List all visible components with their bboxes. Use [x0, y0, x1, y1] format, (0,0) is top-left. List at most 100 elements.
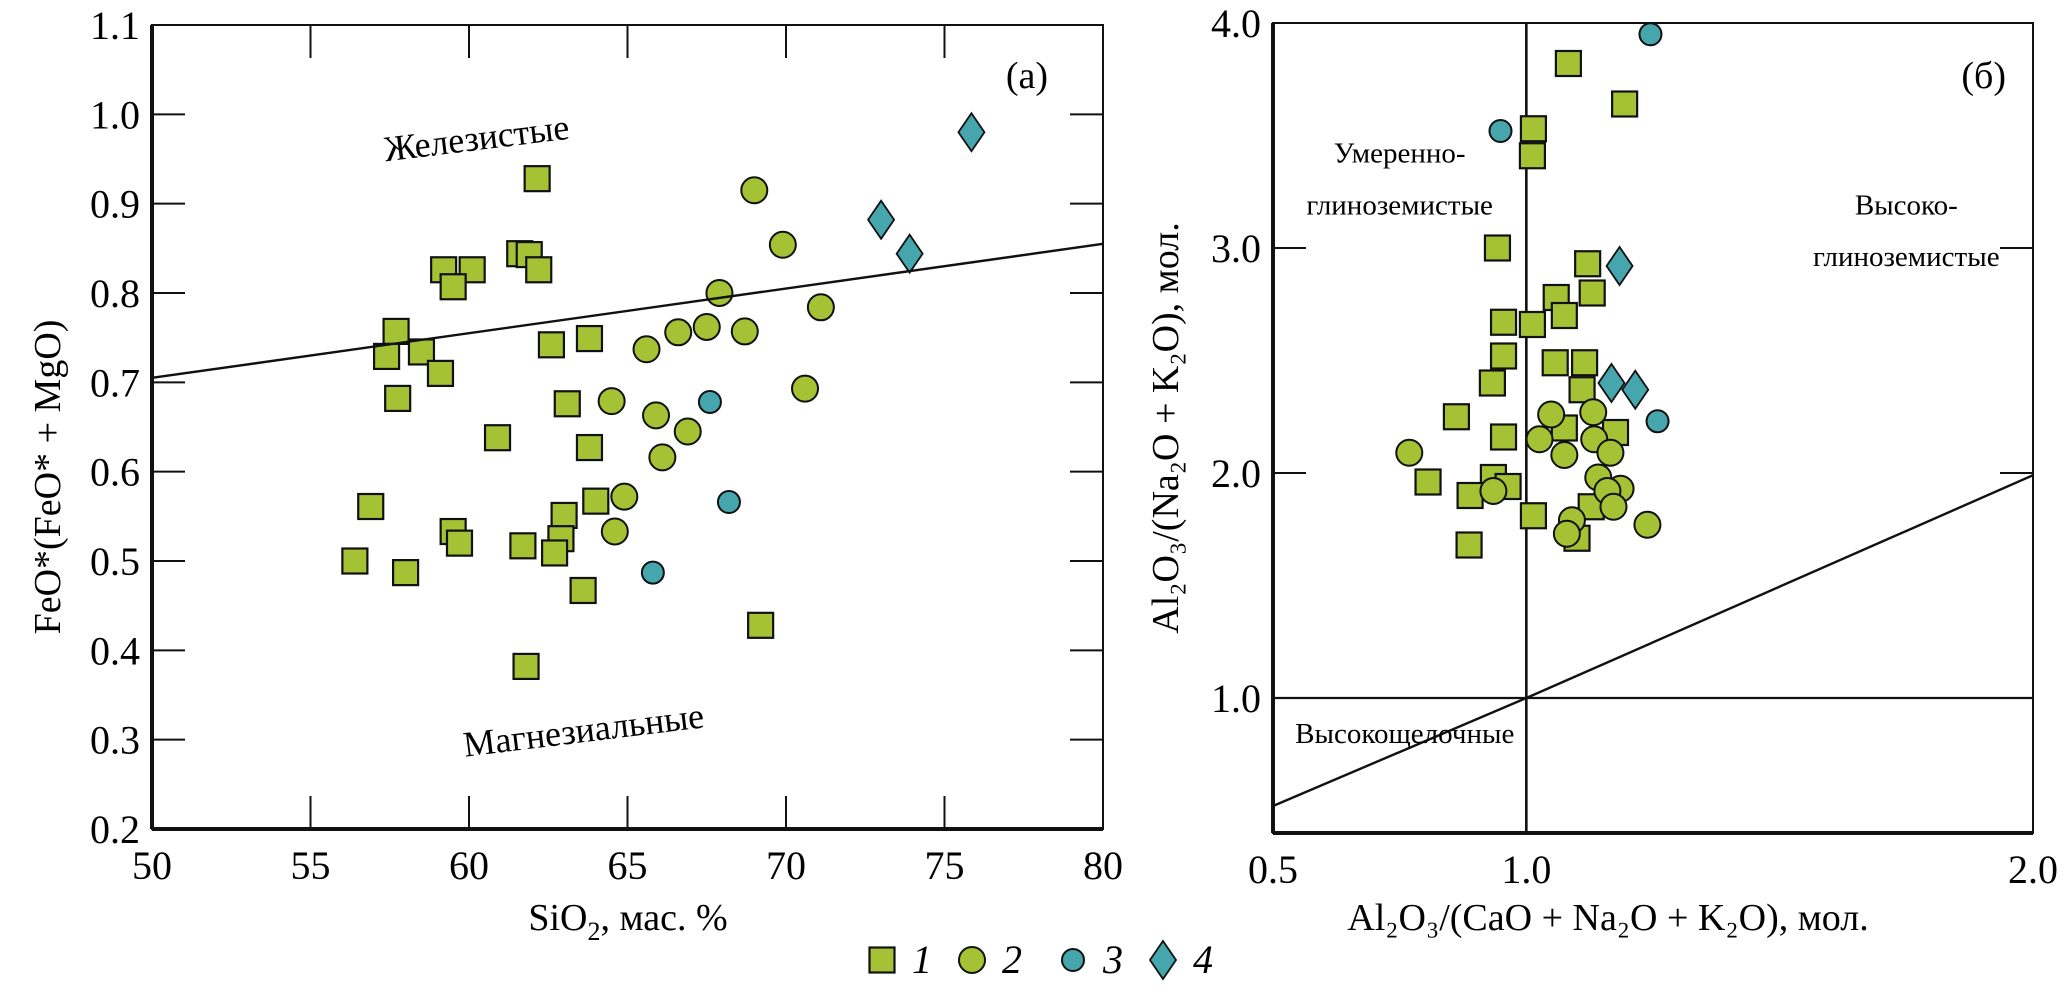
- legend-item-1: 1: [868, 937, 932, 982]
- x-tick-label: 50: [132, 843, 172, 888]
- data-point-series-1: [1456, 481, 1484, 510]
- x-tick-label: 55: [291, 843, 331, 888]
- data-point-series-2: [597, 387, 626, 416]
- data-point-series-1: [509, 532, 537, 560]
- data-point-series-4: [1605, 245, 1634, 287]
- x-tick-label: 75: [925, 843, 965, 888]
- data-point-series-1: [582, 487, 610, 515]
- data-point-series-1: [384, 384, 412, 413]
- y-tick-label: 0.4: [90, 628, 140, 673]
- chart-b-xlabel: Al₂O₃/(CaO + Na₂O + K₂O), мол.: [1347, 897, 1868, 939]
- data-point-series-1: [569, 576, 597, 605]
- data-point-series-2: [1525, 425, 1554, 454]
- data-point-series-3: [697, 389, 722, 414]
- data-point-series-1: [1518, 310, 1547, 339]
- chart-a-xlabel-main: SiO: [528, 897, 587, 939]
- chart-a-region-label-magnesian: Магнезиальные: [461, 695, 706, 764]
- data-point-series-1: [1568, 376, 1596, 404]
- chart-b-region-labels: Умеренно-глиноземистые Высоко-глиноземист…: [1295, 138, 1999, 751]
- legend-marker-square: [868, 946, 896, 974]
- chart-a-y-axis-title: FeO*(FeO* + MgO): [27, 320, 69, 635]
- data-point-series-2: [642, 401, 671, 430]
- data-point-series-1: [1519, 502, 1548, 530]
- data-point-series-2: [1596, 438, 1625, 467]
- data-point-series-2: [632, 335, 661, 364]
- data-point-series-1: [575, 433, 604, 462]
- chart-b: 0.5 1.0 2.0 1.0 2.0 3.0 4.0 Умеренно-глиноземи…: [1145, 1, 2058, 939]
- data-point-series-2: [705, 279, 734, 307]
- y-tick-label: 0.8: [90, 271, 140, 316]
- y-tick-label: 1.0: [90, 92, 140, 137]
- data-point-series-1: [1518, 142, 1547, 170]
- data-point-series-2: [1537, 400, 1566, 429]
- data-point-series-2: [791, 374, 820, 403]
- chart-a-marks: [341, 111, 986, 681]
- chart-a: 50 55 60 65 70 75 80 0.2 0.3 0.4 0.5 0.6 0.7 0.8 0.9 1.…: [27, 3, 1123, 946]
- x-tick-label: 65: [608, 843, 648, 888]
- data-point-series-2: [1395, 438, 1424, 467]
- data-point-series-1: [357, 492, 385, 521]
- data-point-series-2: [692, 312, 721, 341]
- y-tick-label: 0.5: [90, 539, 140, 584]
- y-tick-label: 0.6: [90, 450, 140, 495]
- data-point-series-3: [716, 490, 741, 515]
- data-point-series-1: [1478, 369, 1506, 397]
- data-point-series-4: [957, 111, 986, 153]
- data-point-series-2: [1633, 510, 1662, 539]
- ferroan-magnesian-divider-line: [151, 242, 1104, 380]
- chart-b-panel-label: (б): [1961, 55, 2006, 97]
- data-point-series-1: [523, 165, 551, 193]
- legend-marker-circle: [958, 946, 986, 974]
- data-point-series-1: [426, 359, 455, 387]
- chart-a-ticks: 50 55 60 65 70 75 80 0.2 0.3 0.4 0.5 0.6 0.7 0.8 0.9 1.…: [90, 3, 1123, 888]
- data-point-series-2: [648, 443, 677, 472]
- legend-item-3: 3: [1061, 937, 1123, 982]
- data-point-series-2: [664, 318, 693, 347]
- region-label: глиноземистые: [1813, 241, 2000, 273]
- data-point-series-1: [1541, 349, 1569, 377]
- legend-label: 1: [912, 937, 932, 982]
- data-point-series-4: [867, 199, 896, 241]
- data-point-series-3: [640, 560, 665, 585]
- data-point-series-1: [382, 317, 410, 346]
- chart-a-lines: [151, 242, 1104, 380]
- data-point-series-1: [483, 424, 512, 452]
- legend-item-4: 4: [1148, 937, 1213, 982]
- data-point-series-1: [1483, 234, 1512, 262]
- legend-label: 4: [1193, 937, 1213, 982]
- region-label: Высоко-: [1855, 189, 1958, 221]
- data-point-series-1: [1489, 308, 1518, 336]
- legend-label: 3: [1102, 937, 1123, 982]
- data-point-series-2: [740, 176, 769, 205]
- data-point-series-2: [768, 230, 797, 259]
- y-tick-label: 1.1: [90, 3, 140, 48]
- y-tick-label: 0.7: [90, 360, 140, 405]
- data-point-series-3: [1645, 409, 1670, 434]
- data-point-series-1: [1611, 90, 1639, 118]
- data-point-series-4: [895, 233, 924, 275]
- data-point-series-1: [1442, 403, 1471, 431]
- chart-a-xlabel-rest: , мас. %: [600, 897, 727, 939]
- data-point-series-2: [673, 417, 702, 446]
- x-tick-label: 70: [766, 843, 806, 888]
- chart-b-ticks: 0.5 1.0 2.0 1.0 2.0 3.0 4.0: [1211, 1, 2058, 892]
- legend: 1 2 3 4: [868, 937, 1213, 982]
- data-point-series-1: [575, 324, 604, 353]
- region-label: Умеренно-: [1334, 138, 1466, 170]
- data-point-series-1: [512, 652, 540, 681]
- data-point-series-2: [1552, 519, 1581, 548]
- data-point-series-2: [600, 517, 629, 546]
- chart-a-xlabel-sub: 2: [587, 917, 600, 946]
- y-tick-label: 0.2: [90, 807, 140, 852]
- legend-marker-circle: [1061, 948, 1085, 972]
- data-point-series-2: [1479, 477, 1508, 505]
- diagonal-boundary-line: [1272, 474, 2034, 808]
- y-tick-label: 2.0: [1211, 451, 1261, 496]
- data-point-series-2: [730, 317, 759, 346]
- data-point-series-1: [341, 547, 369, 575]
- legend-marker-diamond: [1148, 939, 1178, 981]
- chart-a-region-label-ferroan: Железистые: [382, 107, 572, 169]
- y-tick-label: 1.0: [1211, 676, 1261, 721]
- data-point-series-1: [525, 256, 553, 284]
- data-point-series-1: [550, 501, 578, 530]
